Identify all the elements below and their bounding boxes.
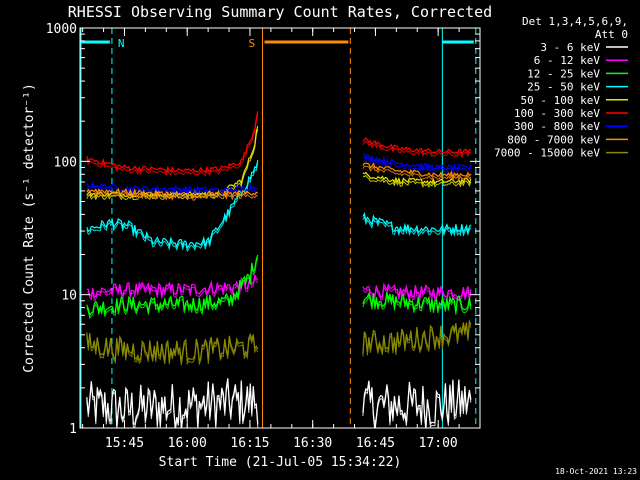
legend-entry-label: 3 - 6 keV [540, 41, 600, 54]
x-tick-label: 16:45 [356, 436, 395, 451]
legend-entry-label: 800 - 7000 keV [507, 133, 600, 146]
legend-entry-label: 12 - 25 keV [527, 67, 600, 80]
series-trace-band [362, 322, 472, 357]
series-trace-band [362, 165, 472, 182]
series-trace-band [362, 156, 472, 175]
series-trace [362, 211, 472, 235]
y-tick-label: 10 [61, 289, 77, 304]
legend-header: Att 0 [595, 28, 628, 41]
legend-entry-label: 6 - 12 keV [534, 54, 601, 67]
series-trace [86, 187, 259, 199]
x-tick-label: 17:00 [419, 436, 458, 451]
series-trace [362, 137, 472, 156]
series-trace-band [362, 140, 472, 159]
y-axis-label: Corrected Count Rate (s⁻¹ detector⁻¹) [22, 83, 37, 373]
series-25-50-kev [86, 159, 472, 253]
series-trace-band [86, 381, 259, 428]
series-trace [86, 111, 259, 174]
y-tick-label: 100 [54, 155, 77, 170]
series-trace-band [362, 285, 472, 302]
series-trace [86, 159, 259, 250]
series-12-25-kev [86, 254, 472, 320]
y-tick-label: 1 [69, 422, 77, 437]
flag-label-s: S [249, 37, 256, 50]
x-tick-label: 16:15 [230, 436, 269, 451]
chart-title: RHESSI Observing Summary Count Rates, Co… [68, 3, 492, 21]
legend-entry-label: 25 - 50 keV [527, 81, 600, 94]
flag-label-n: N [118, 37, 125, 50]
x-tick-label: 15:45 [105, 436, 144, 451]
series-800-7000-kev [86, 162, 472, 202]
series-trace-band [86, 191, 259, 202]
legend-entry-label: 100 - 300 keV [514, 107, 600, 120]
series-trace-band [86, 162, 259, 253]
x-tick-label: 16:30 [293, 436, 332, 451]
series-trace [362, 153, 472, 172]
series-trace-band [362, 174, 472, 188]
series-6-12-kev [86, 273, 472, 302]
x-tick-label: 16:00 [168, 436, 207, 451]
legend-entry-label: 50 - 100 keV [521, 94, 601, 107]
series-trace-band [86, 335, 259, 366]
y-tick-label: 1000 [46, 22, 77, 37]
series-trace [86, 273, 259, 299]
series-trace [86, 180, 258, 194]
series-trace [362, 319, 472, 354]
series-trace-band [86, 114, 259, 177]
plot-frame [79, 27, 481, 429]
series-100-300-kev [86, 111, 472, 177]
series-trace-band [362, 382, 472, 428]
legend-entry-label: 7000 - 15000 keV [494, 147, 600, 160]
series-trace [362, 162, 472, 180]
series-3-6-kev [86, 378, 472, 428]
footer-timestamp: 18-Oct-2021 13:23 [555, 467, 637, 476]
series-trace-band [362, 295, 472, 315]
series-trace-band [86, 276, 259, 302]
x-axis-label: Start Time (21-Jul-05 15:34:22) [159, 455, 402, 470]
legend-entry-label: 300 - 800 keV [514, 120, 600, 133]
series-trace-band [362, 215, 472, 237]
series-trace-band [86, 257, 259, 320]
series-7000-15000-kev [86, 319, 472, 366]
series-trace [362, 292, 472, 312]
legend-header: Det 1,3,4,5,6,9, [522, 15, 628, 28]
